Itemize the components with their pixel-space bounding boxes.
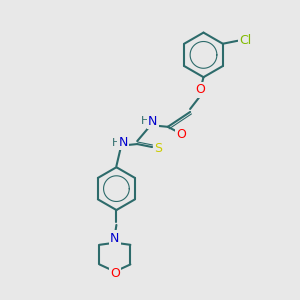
Text: O: O [196,83,206,96]
Text: O: O [110,267,120,280]
Text: N: N [118,136,128,149]
Text: H: H [112,138,120,148]
Text: N: N [148,115,158,128]
Text: O: O [176,128,186,141]
Text: S: S [154,142,162,155]
Text: N: N [110,232,120,245]
Text: H: H [141,116,149,127]
Text: Cl: Cl [240,34,252,47]
